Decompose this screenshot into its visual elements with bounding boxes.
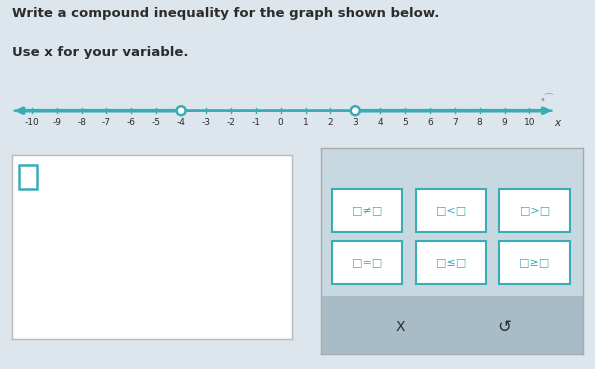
Text: -9: -9 — [52, 118, 61, 127]
Text: -10: -10 — [24, 118, 39, 127]
FancyBboxPatch shape — [499, 189, 570, 232]
Text: -6: -6 — [127, 118, 136, 127]
Text: • ͡: • ͡ — [540, 95, 549, 105]
Circle shape — [177, 106, 186, 115]
Text: 7: 7 — [452, 118, 458, 127]
Text: -8: -8 — [77, 118, 86, 127]
Text: X: X — [395, 320, 405, 334]
Text: x: x — [555, 118, 560, 128]
Text: 10: 10 — [524, 118, 535, 127]
Text: Write a compound inequality for the graph shown below.: Write a compound inequality for the grap… — [12, 7, 439, 20]
Text: 4: 4 — [377, 118, 383, 127]
Text: -2: -2 — [227, 118, 235, 127]
Text: □≥□: □≥□ — [519, 257, 550, 267]
Text: □≠□: □≠□ — [352, 206, 383, 215]
FancyBboxPatch shape — [332, 241, 402, 284]
FancyBboxPatch shape — [321, 296, 583, 354]
Text: 6: 6 — [427, 118, 433, 127]
Text: Use x for your variable.: Use x for your variable. — [12, 46, 189, 59]
Text: 3: 3 — [352, 118, 358, 127]
FancyBboxPatch shape — [415, 189, 486, 232]
Text: □<□: □<□ — [436, 206, 466, 215]
Text: 1: 1 — [303, 118, 308, 127]
FancyBboxPatch shape — [499, 241, 570, 284]
Circle shape — [351, 106, 360, 115]
Text: -7: -7 — [102, 118, 111, 127]
Text: ↺: ↺ — [497, 318, 512, 337]
Text: □≤□: □≤□ — [436, 257, 466, 267]
FancyBboxPatch shape — [332, 189, 402, 232]
Text: 0: 0 — [278, 118, 283, 127]
Text: -5: -5 — [152, 118, 161, 127]
Text: 8: 8 — [477, 118, 483, 127]
Text: □>□: □>□ — [519, 206, 550, 215]
Text: 9: 9 — [502, 118, 508, 127]
Text: □=□: □=□ — [352, 257, 383, 267]
FancyBboxPatch shape — [19, 165, 37, 189]
Text: 5: 5 — [402, 118, 408, 127]
FancyBboxPatch shape — [415, 241, 486, 284]
Text: -1: -1 — [251, 118, 260, 127]
Text: -3: -3 — [202, 118, 211, 127]
Text: -4: -4 — [177, 118, 186, 127]
Text: 2: 2 — [328, 118, 333, 127]
